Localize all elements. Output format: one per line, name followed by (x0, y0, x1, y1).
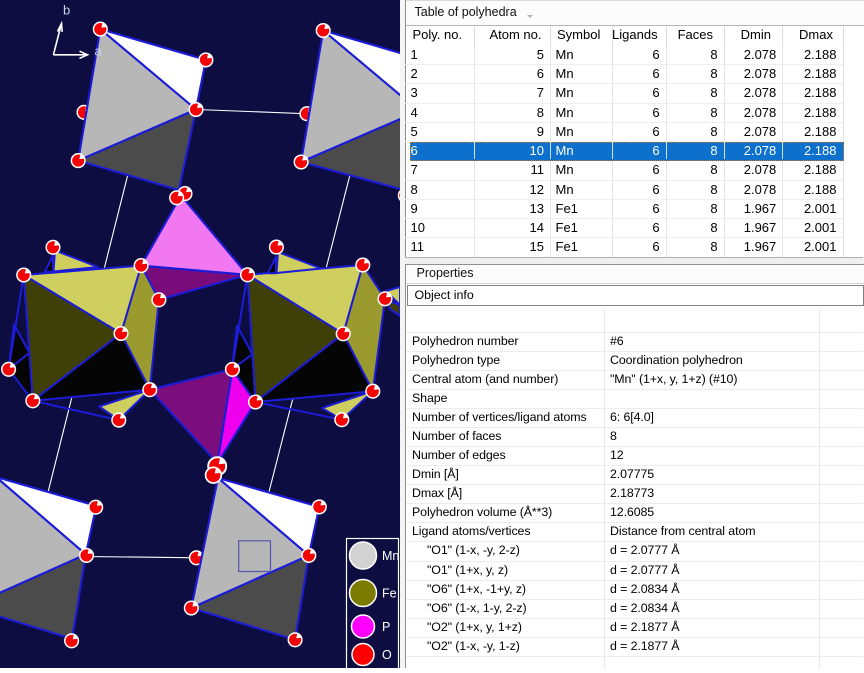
svg-text:b: b (63, 3, 70, 18)
svg-text:Fe: Fe (382, 587, 397, 601)
svg-text:Mn: Mn (382, 549, 399, 563)
svg-text:P: P (382, 620, 390, 634)
svg-text:O: O (382, 648, 392, 662)
svg-text:a: a (95, 44, 103, 59)
